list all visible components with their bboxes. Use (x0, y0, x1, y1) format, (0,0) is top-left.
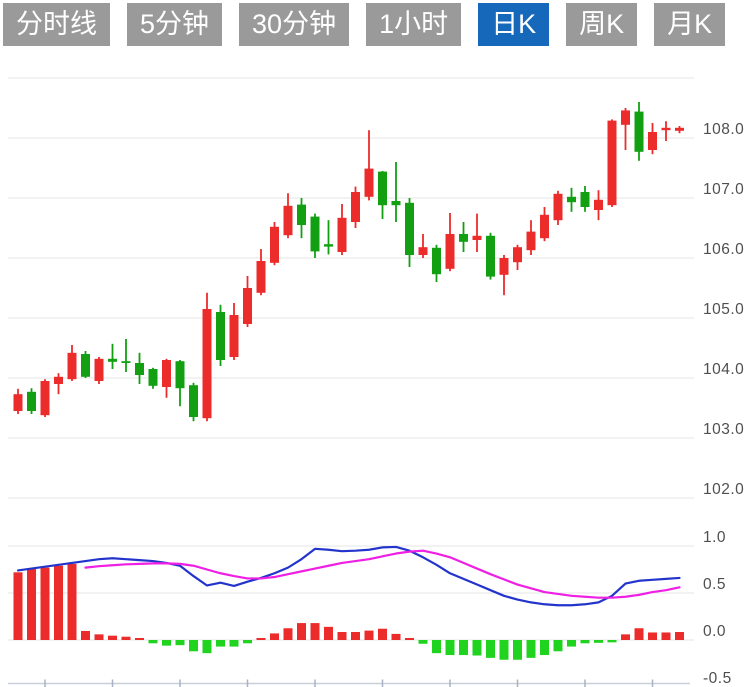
tab-daily-k[interactable]: 日K (478, 3, 550, 46)
tab-minute-line[interactable]: 分时线 (3, 3, 110, 46)
svg-text:0.0: 0.0 (703, 623, 726, 640)
macd-indicator-panel[interactable] (13, 545, 685, 660)
period-tabbar: 分时线 5分钟 30分钟 1小时 日K 周K 月K (3, 3, 726, 46)
tab-5min[interactable]: 5分钟 (127, 3, 223, 46)
svg-text:102.0: 102.0 (703, 481, 744, 498)
tab-30min[interactable]: 30分钟 (239, 3, 350, 46)
tab-weekly-k[interactable]: 周K (566, 3, 638, 46)
tab-1hour[interactable]: 1小时 (366, 3, 462, 46)
svg-text:105.0: 105.0 (703, 301, 744, 318)
svg-text:1.0: 1.0 (703, 529, 726, 546)
svg-text:106.0: 106.0 (703, 241, 744, 258)
svg-text:108.0: 108.0 (703, 121, 744, 138)
axis-labels: 108.0 107.0 106.0 105.0 104.0 103.0 102.0 1.0 0.… (8, 121, 744, 687)
svg-text:103.0: 103.0 (703, 421, 744, 438)
candlestick-panel[interactable] (13, 102, 685, 422)
svg-text:-0.5: -0.5 (703, 670, 732, 687)
tab-monthly-k[interactable]: 月K (654, 3, 726, 46)
svg-text:104.0: 104.0 (703, 361, 744, 378)
svg-text:107.0: 107.0 (703, 181, 744, 198)
svg-text:0.5: 0.5 (703, 576, 726, 593)
